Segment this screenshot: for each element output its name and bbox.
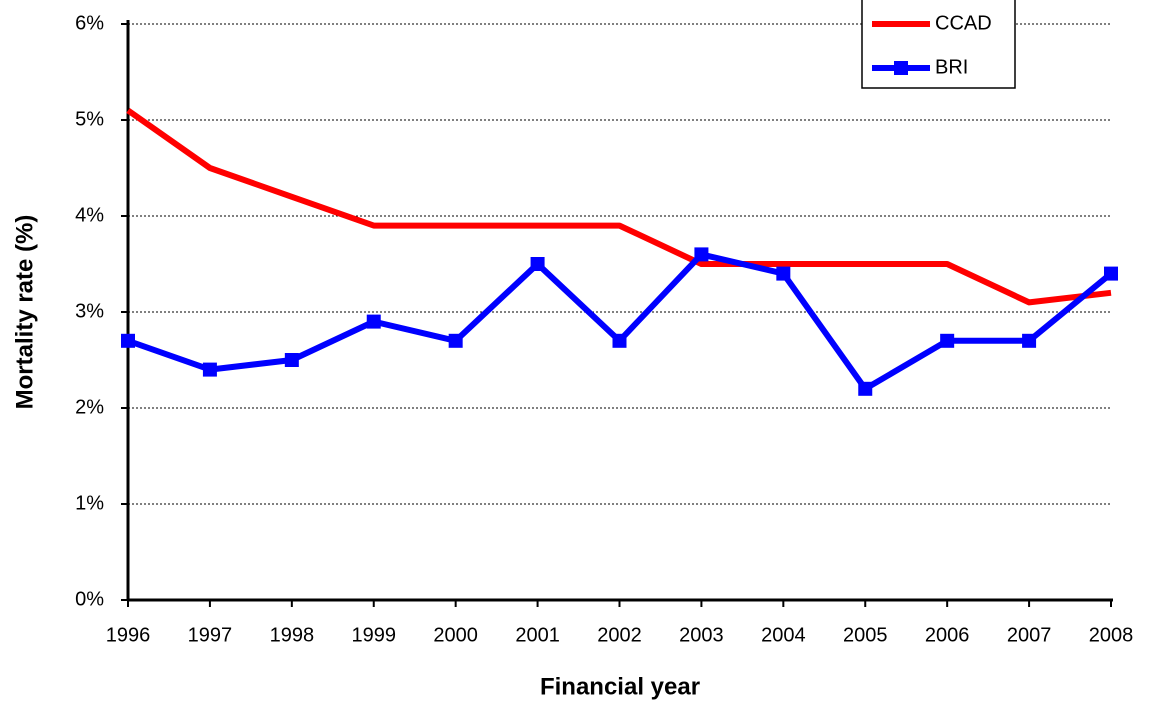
data-marker bbox=[940, 333, 955, 348]
x-tick-label: 2001 bbox=[515, 624, 560, 646]
x-tick-label: 2000 bbox=[433, 624, 478, 646]
data-line bbox=[126, 107, 1112, 306]
x-tick-label: 2008 bbox=[1089, 624, 1134, 646]
x-tick-label: 1998 bbox=[270, 624, 315, 646]
y-axis-title: Mortality rate (%) bbox=[11, 215, 38, 410]
legend-box bbox=[861, 0, 1016, 89]
x-tick-label: 1997 bbox=[188, 624, 233, 646]
y-tick-label: 5% bbox=[75, 108, 104, 130]
y-tick-label: 0% bbox=[75, 588, 104, 610]
data-marker bbox=[448, 333, 463, 348]
data-marker bbox=[612, 333, 627, 348]
x-tick-label: 2003 bbox=[679, 624, 724, 646]
data-marker bbox=[1104, 266, 1118, 281]
x-tick-label: 1999 bbox=[352, 624, 397, 646]
y-tick-label: 4% bbox=[75, 204, 104, 226]
data-marker bbox=[121, 333, 135, 348]
x-tick-label: 2007 bbox=[1007, 624, 1052, 646]
y-tick-label: 2% bbox=[75, 396, 104, 418]
data-marker bbox=[1022, 333, 1037, 348]
x-axis-title: Financial year bbox=[540, 673, 700, 700]
x-tick-label: 2004 bbox=[761, 624, 806, 646]
data-marker bbox=[530, 257, 545, 271]
legend-label: CCAD bbox=[935, 12, 992, 34]
x-tick-label: 2006 bbox=[925, 624, 970, 646]
legend-label: BRI bbox=[935, 56, 968, 78]
legend-marker bbox=[894, 61, 908, 75]
data-marker bbox=[284, 353, 299, 367]
x-tick-label: 2005 bbox=[843, 624, 888, 646]
y-tick-label: 6% bbox=[75, 12, 104, 34]
data-marker bbox=[858, 381, 873, 396]
data-marker bbox=[694, 247, 709, 262]
x-tick-label: 1996 bbox=[106, 624, 151, 646]
x-tick-label: 2002 bbox=[597, 624, 642, 646]
y-tick-label: 3% bbox=[75, 300, 104, 322]
data-marker bbox=[202, 362, 217, 377]
data-marker bbox=[366, 314, 381, 329]
data-marker bbox=[776, 266, 791, 281]
y-tick-label: 1% bbox=[75, 492, 104, 514]
